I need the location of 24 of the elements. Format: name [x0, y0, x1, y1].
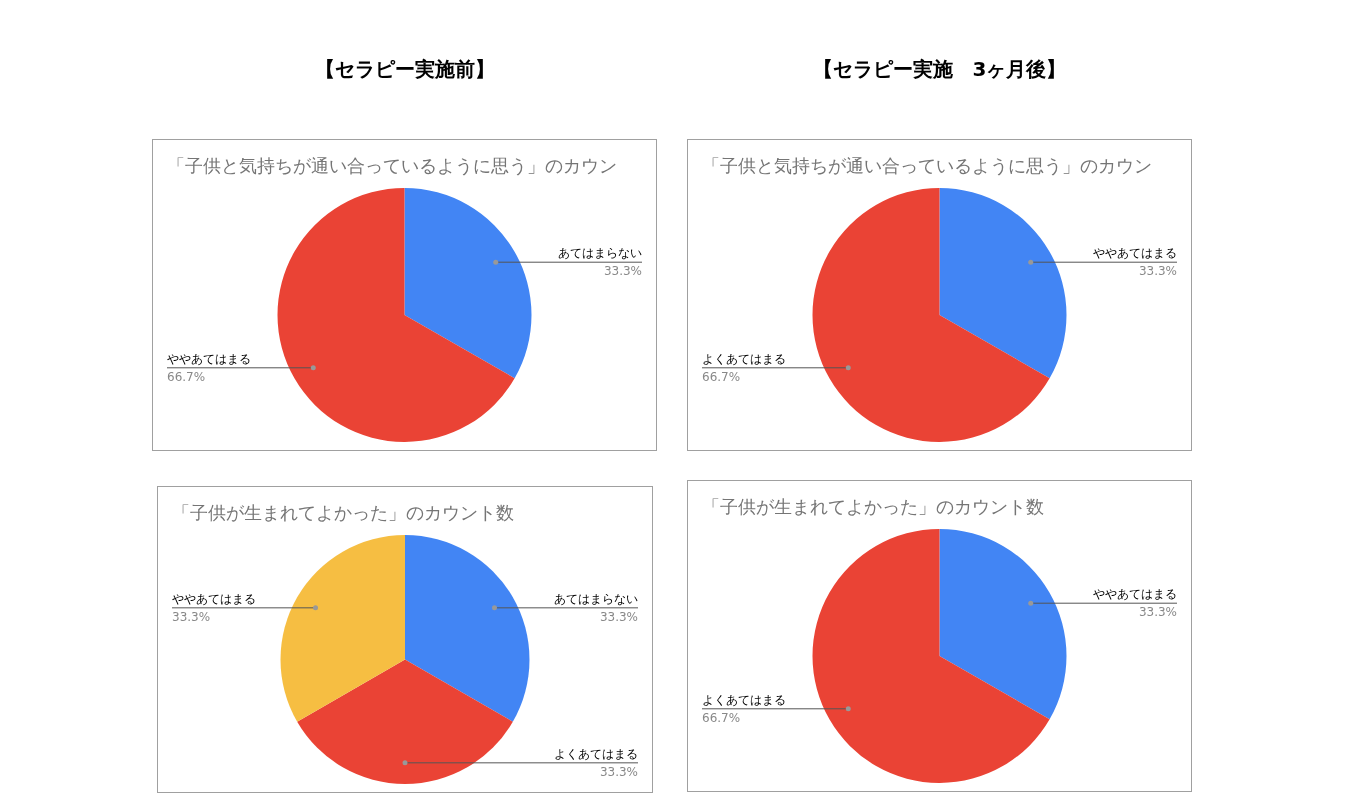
slice-label: ややあてはまる — [167, 351, 251, 366]
data-label: 33.3% — [603, 264, 642, 279]
data-label: 66.7% — [167, 369, 206, 384]
text: 【セラピー実施前】 — [313, 56, 496, 83]
slice-label: ややあてはまる — [1093, 246, 1177, 261]
slice-label: ややあてはまる — [1093, 587, 1177, 602]
data-label: 33.3% — [599, 609, 638, 624]
data-label: 33.3% — [172, 609, 211, 624]
data-label: 66.7% — [702, 369, 741, 384]
slice-label: よくあてはまる — [702, 692, 786, 707]
chart-title: 「子供と気持ちが通い合っているように思う」のカウン — [167, 154, 617, 178]
slice-label: よくあてはまる — [702, 351, 786, 366]
data-label: 33.3% — [1138, 605, 1177, 620]
text: 【セラピー実施 3ヶ月後】 — [811, 56, 1068, 83]
slice-label: よくあてはまる — [554, 746, 638, 761]
slice-label: ややあてはまる — [172, 591, 256, 606]
chart-title: 「子供が生まれてよかった」のカウント数 — [172, 501, 514, 525]
data-label: 66.7% — [702, 710, 741, 725]
chart-title: 「子供と気持ちが通い合っているように思う」のカウン — [702, 154, 1152, 178]
data-label: 33.3% — [599, 764, 638, 779]
slice-label: あてはまらない — [558, 246, 642, 261]
data-label: 33.3% — [1138, 264, 1177, 279]
chart-title: 「子供が生まれてよかった」のカウント数 — [702, 495, 1044, 519]
slice-label: あてはまらない — [554, 591, 638, 606]
